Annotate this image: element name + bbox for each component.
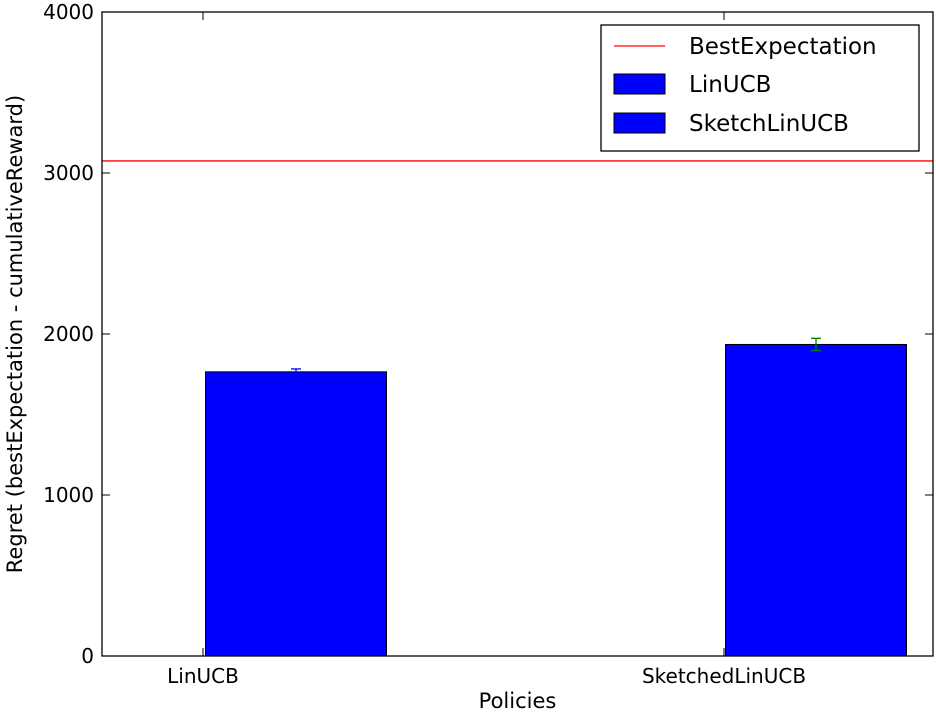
y-tick-label: 1000 [43,483,94,507]
y-tick-label: 4000 [43,0,94,24]
x-tick-label: SketchedLinUCB [642,664,806,688]
plot-frame [101,11,934,657]
legend-label: LinUCB [689,72,771,98]
bar-linucb [205,371,387,657]
y-tick-label: 3000 [43,161,94,185]
legend-label: SketchLinUCB [689,111,849,137]
x-axis-ticks: LinUCB SketchedLinUCB [167,12,806,688]
legend-label: BestExpectation [689,34,877,60]
legend: BestExpectation LinUCB SketchLinUCB [600,24,920,152]
y-axis-label: Regret (bestExpectation - cumulativeRewa… [3,95,27,573]
plot-area [102,160,933,657]
y-axis-ticks: 0 1000 2000 3000 4000 [43,0,933,668]
legend-swatch-patch [613,73,666,95]
y-tick-label: 0 [81,644,94,668]
bar-sketchedlinucb [725,343,907,657]
error-bar-sketchedlinucb [811,337,821,352]
x-tick-label: LinUCB [167,664,239,688]
legend-swatch-patch [613,112,666,134]
x-axis-label: Policies [479,689,557,713]
error-bar-linucb [291,368,301,376]
y-tick-label: 2000 [43,322,94,346]
